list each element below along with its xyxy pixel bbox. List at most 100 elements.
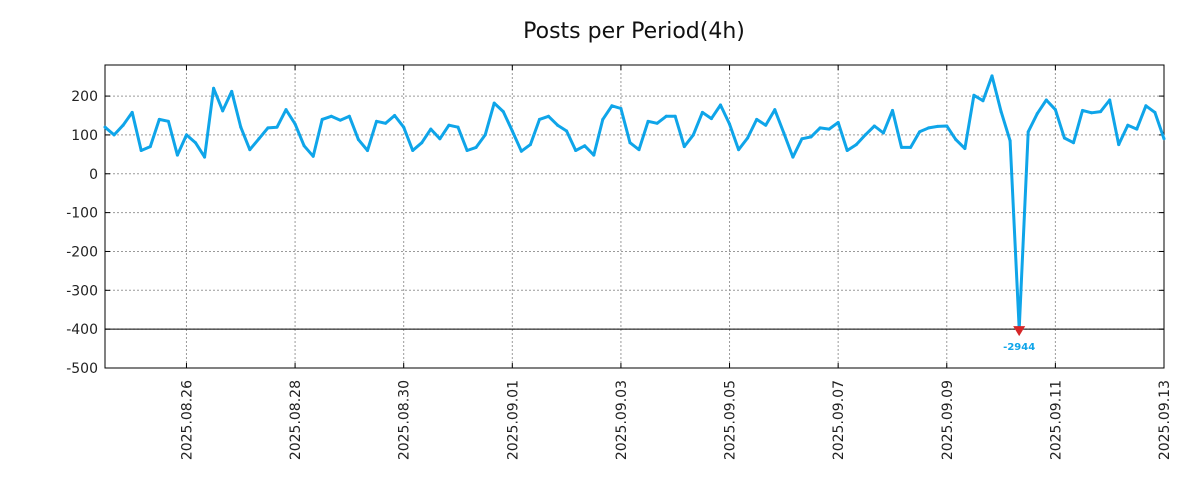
data-point [393, 114, 397, 117]
data-point [456, 125, 460, 129]
data-point [836, 120, 840, 124]
data-point [356, 138, 360, 142]
data-point [547, 114, 551, 118]
data-point [157, 117, 161, 121]
data-point [655, 121, 659, 125]
data-point [221, 109, 225, 113]
data-point [945, 124, 949, 128]
data-point [619, 107, 623, 111]
data-point [637, 148, 641, 152]
data-point [1126, 123, 1130, 127]
data-point [212, 86, 216, 90]
data-point [646, 119, 650, 123]
y-tick-label: 0 [89, 167, 98, 183]
data-point [592, 153, 596, 157]
data-point [827, 127, 831, 131]
data-point [972, 93, 976, 97]
data-point [755, 117, 759, 121]
x-tick-label: 2025.09.01 [505, 380, 521, 460]
data-point [194, 141, 198, 145]
data-point [1071, 141, 1075, 145]
x-tick-label: 2025.09.05 [723, 380, 739, 460]
data-point [691, 133, 695, 137]
x-tick-label: 2025.08.26 [179, 380, 195, 460]
y-tick-label: -400 [66, 322, 98, 338]
y-tick-label: 200 [71, 89, 98, 105]
data-point [519, 149, 523, 153]
data-point [166, 119, 170, 123]
data-point [329, 114, 333, 118]
data-point [257, 137, 261, 141]
x-tick-label: 2025.08.28 [288, 380, 304, 460]
x-axis-ticks: 2025.08.26 2025.08.28 2025.08.30 2025.09.01… [179, 65, 1173, 460]
data-point [184, 133, 188, 137]
data-point [1135, 127, 1139, 131]
data-point [818, 126, 822, 130]
data-point [1026, 130, 1030, 134]
x-tick-label: 2025.08.30 [397, 380, 413, 460]
off-scale-marker [1013, 326, 1026, 337]
data-point [963, 147, 967, 151]
data-point [1044, 98, 1048, 102]
data-point [203, 155, 207, 159]
data-point [890, 108, 894, 112]
data-point [139, 148, 143, 152]
data-point [936, 124, 940, 128]
data-point [1144, 104, 1148, 108]
data-point [103, 125, 107, 129]
data-point [338, 118, 342, 122]
data-point [275, 125, 279, 129]
data-point [1162, 137, 1166, 141]
data-point [700, 110, 704, 114]
y-tick-label: -500 [66, 361, 98, 377]
data-point [682, 145, 686, 149]
y-tick-label: -200 [66, 244, 98, 260]
data-point [1153, 110, 1157, 114]
data-point [293, 122, 297, 126]
data-point [800, 137, 804, 141]
data-point [809, 135, 813, 139]
data-point [510, 129, 514, 133]
x-tick-label: 2025.09.13 [1157, 380, 1173, 460]
data-point [230, 89, 234, 93]
data-point [239, 125, 243, 129]
data-point [302, 144, 306, 148]
data-point [565, 129, 569, 133]
series-line-posts [104, 74, 1166, 331]
chart-title: Posts per Period(4h) [523, 19, 745, 44]
data-point [954, 138, 958, 142]
data-point [148, 145, 152, 149]
data-point [1062, 136, 1066, 140]
off-scale-label: -2944 [1003, 342, 1035, 353]
data-point [718, 103, 722, 107]
data-point [610, 104, 614, 108]
data-point [601, 117, 605, 121]
data-point [347, 114, 351, 118]
data-point [927, 126, 931, 130]
data-point [746, 136, 750, 140]
data-point [673, 114, 677, 118]
x-tick-label: 2025.09.11 [1048, 380, 1064, 460]
data-point [1117, 143, 1121, 147]
data-point [900, 145, 904, 149]
data-point [483, 133, 487, 137]
x-tick-label: 2025.09.09 [940, 380, 956, 460]
data-point [438, 137, 442, 141]
data-point [764, 123, 768, 127]
data-point [863, 133, 867, 137]
grid [105, 65, 1165, 369]
series-group [103, 74, 1166, 331]
y-axis-ticks: -500 -400 -300 -200 -100 0 100 200 [66, 89, 1164, 377]
data-point [628, 141, 632, 145]
data-point [709, 117, 713, 121]
y-tick-label: -100 [66, 206, 98, 222]
data-point [854, 143, 858, 147]
data-point [1008, 139, 1012, 143]
data-point [909, 145, 913, 149]
data-point [112, 133, 116, 137]
data-point [537, 117, 541, 121]
data-point [175, 153, 179, 157]
data-point [1053, 108, 1057, 112]
data-point [248, 148, 252, 152]
